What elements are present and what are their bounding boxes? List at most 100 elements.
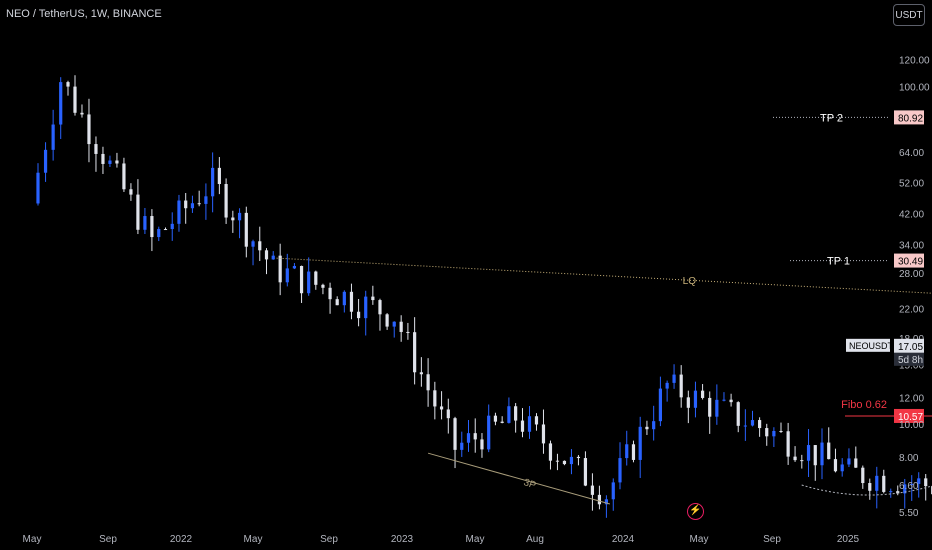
candle-body	[460, 442, 464, 450]
candle-body	[197, 203, 201, 205]
candle-body	[87, 114, 91, 145]
candle-body	[80, 112, 84, 115]
candle-body	[868, 483, 872, 491]
candle-body	[793, 456, 797, 461]
candle-body	[840, 464, 844, 472]
candle-body	[36, 172, 40, 204]
candle-body	[736, 402, 740, 426]
y-tick-label: 42.00	[899, 210, 924, 221]
lq-label: LQ	[683, 276, 697, 287]
candle-body	[597, 494, 602, 505]
candle-body	[258, 241, 262, 251]
candle-body	[910, 483, 914, 485]
y-tick-label: 34.00	[899, 241, 924, 252]
candle-body	[611, 482, 615, 500]
price-tag-label: 17.05	[898, 342, 923, 353]
y-tick-label: 5.50	[899, 508, 919, 519]
candle-body	[446, 409, 450, 419]
x-tick-label: May	[23, 534, 42, 545]
candle-body	[924, 478, 928, 487]
y-tick-label: 6.60	[899, 481, 919, 492]
x-tick-label: Aug	[526, 534, 544, 545]
candle-body	[527, 416, 532, 432]
x-tick-label: 2025	[837, 534, 860, 545]
candle-body	[115, 160, 119, 164]
candle-body	[385, 314, 389, 327]
candle-body	[473, 433, 477, 440]
candle-body	[618, 458, 622, 483]
candle-body	[371, 296, 375, 301]
y-tick-label: 100.00	[899, 82, 930, 93]
x-tick-label: May	[690, 534, 709, 545]
x-tick-label: 2022	[170, 534, 193, 545]
candle-body	[211, 167, 215, 197]
candle-body	[217, 167, 221, 185]
three-p-line	[427, 452, 611, 505]
candle-body	[237, 212, 242, 221]
candle-body	[638, 426, 642, 460]
candle-body	[555, 460, 560, 462]
candle-body	[184, 200, 188, 209]
candle-body	[722, 399, 726, 401]
candle-body	[779, 430, 783, 432]
drawing-overlays: BASEFibo 0.62LQ3P11.00TP 2TP 1	[276, 112, 932, 505]
candle-body	[292, 265, 297, 269]
candle-body	[439, 406, 444, 410]
candle-body	[700, 390, 705, 398]
candle-body	[129, 189, 133, 195]
symbol-tag-bg	[846, 338, 890, 352]
y-tick-label: 15.00	[899, 361, 924, 372]
candle-body	[349, 291, 354, 312]
candle-body	[548, 443, 553, 461]
y-tick-label: 120.00	[899, 56, 930, 67]
candle-body	[51, 124, 55, 150]
candle-body	[94, 144, 98, 154]
candle-body	[672, 374, 676, 383]
candle-body	[278, 255, 282, 283]
y-tick-label: 12.00	[899, 393, 924, 404]
candle-body	[190, 203, 195, 209]
candle-body	[307, 271, 311, 294]
candle-body	[108, 160, 112, 164]
lightning-alert-icon[interactable]: ⚡	[687, 503, 704, 520]
candle-body	[150, 216, 154, 238]
candle-body	[590, 485, 595, 495]
candle-body	[625, 444, 629, 459]
candle-body	[299, 265, 304, 294]
candle-body	[466, 433, 471, 443]
candle-body	[224, 184, 228, 218]
candle-body	[729, 399, 733, 403]
candle-body	[743, 425, 747, 427]
candle-body	[882, 475, 886, 492]
candle-series	[36, 75, 932, 518]
candle-body	[541, 424, 546, 444]
price-tag-label: 80.92	[898, 113, 923, 124]
price-tag-label: 30.49	[898, 257, 923, 268]
price-tag-bg	[894, 338, 924, 353]
symbol-title[interactable]: NEO / TetherUS, 1W, BINANCE	[6, 8, 162, 20]
candle-body	[204, 196, 208, 204]
candle-body	[500, 421, 504, 423]
countdown-bg	[894, 352, 924, 366]
candle-body	[896, 491, 900, 494]
candle-body	[800, 460, 804, 462]
candle-body	[758, 420, 762, 429]
y-tick-label: 64.00	[899, 148, 924, 159]
symbol-tag: NEOUSDT	[849, 341, 894, 351]
candle-body	[665, 382, 669, 389]
x-tick-label: May	[466, 534, 485, 545]
candle-body	[765, 428, 769, 437]
candle-body	[413, 332, 417, 373]
candle-body	[170, 223, 174, 230]
candle-body	[453, 418, 457, 450]
candle-body	[335, 299, 339, 306]
candle-body	[658, 388, 662, 422]
x-tick-label: Sep	[320, 534, 338, 545]
candle-body	[328, 287, 332, 300]
candle-body	[847, 458, 851, 465]
currency-button[interactable]: USDT	[893, 4, 925, 26]
candle-body	[285, 268, 289, 283]
candle-body	[101, 153, 105, 164]
candle-body	[231, 217, 235, 221]
